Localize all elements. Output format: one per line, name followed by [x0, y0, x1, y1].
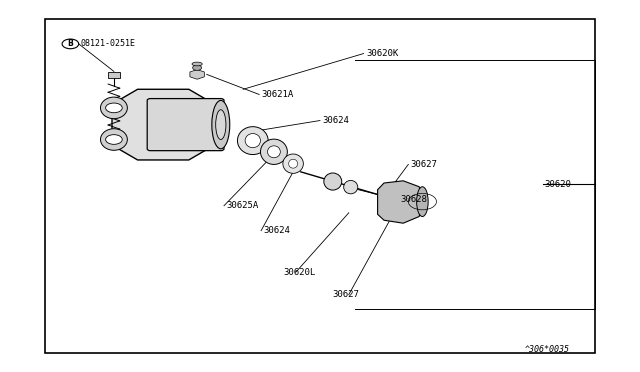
Ellipse shape: [283, 154, 303, 173]
Ellipse shape: [192, 62, 202, 66]
Text: 08121-0251E: 08121-0251E: [81, 39, 136, 48]
Text: 30627: 30627: [333, 290, 360, 299]
Ellipse shape: [212, 100, 230, 149]
Ellipse shape: [216, 110, 226, 140]
Text: ^306*0035: ^306*0035: [525, 345, 570, 354]
Ellipse shape: [260, 139, 287, 164]
Text: 30621A: 30621A: [261, 90, 293, 99]
Ellipse shape: [344, 180, 358, 194]
Ellipse shape: [417, 187, 428, 217]
Text: 30627: 30627: [410, 160, 437, 169]
Ellipse shape: [268, 146, 280, 158]
Ellipse shape: [324, 173, 342, 190]
Text: 30620K: 30620K: [366, 49, 398, 58]
Circle shape: [193, 65, 202, 70]
Text: 30625A: 30625A: [226, 201, 258, 210]
Ellipse shape: [100, 129, 127, 150]
Text: 30620L: 30620L: [283, 268, 315, 277]
Text: 30628: 30628: [400, 195, 427, 204]
Ellipse shape: [245, 134, 260, 148]
Circle shape: [106, 103, 122, 113]
Text: 30620: 30620: [544, 180, 571, 189]
Polygon shape: [190, 70, 204, 79]
Polygon shape: [378, 181, 422, 223]
Text: 30624: 30624: [263, 226, 290, 235]
Ellipse shape: [289, 159, 298, 168]
FancyBboxPatch shape: [147, 99, 224, 151]
Text: B: B: [68, 39, 73, 48]
Ellipse shape: [237, 127, 268, 155]
Ellipse shape: [100, 97, 127, 119]
Polygon shape: [112, 89, 214, 160]
Circle shape: [106, 135, 122, 144]
Bar: [108, 72, 120, 78]
Bar: [45, 19, 595, 353]
Text: 30624: 30624: [322, 116, 349, 125]
